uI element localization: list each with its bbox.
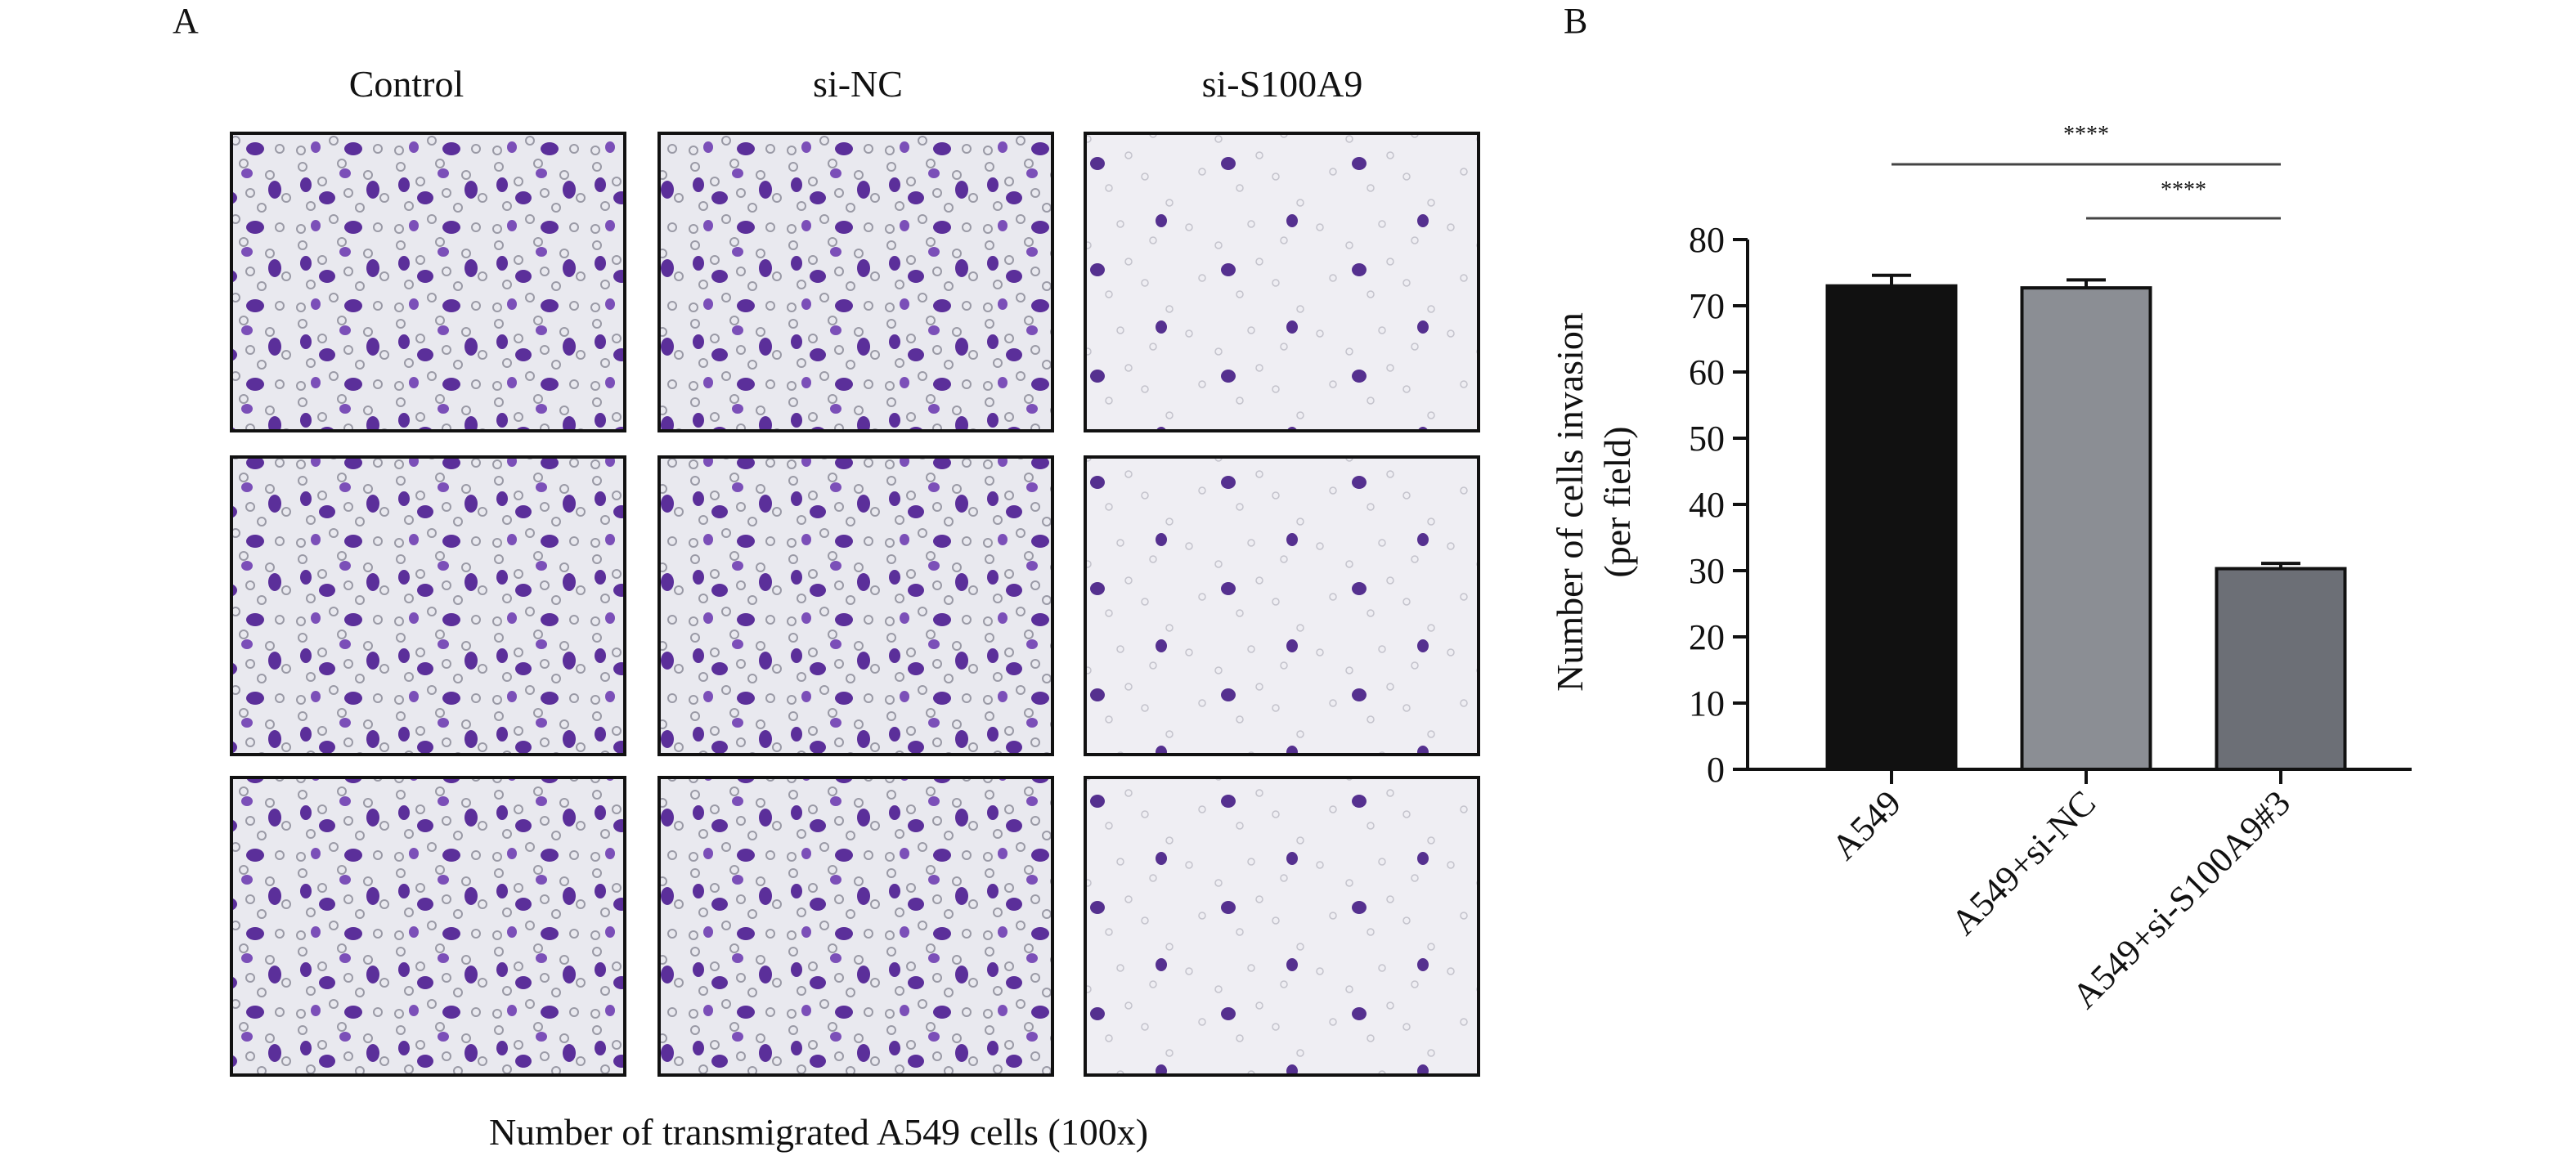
y-tick-label: 10 (1689, 683, 1725, 724)
y-tick-label: 40 (1689, 485, 1725, 525)
column-header: Control (349, 63, 464, 105)
y-tick-label: 20 (1689, 617, 1725, 657)
column-header: si-S100A9 (1202, 63, 1363, 105)
error-bar (2067, 278, 2106, 289)
error-bar (2261, 562, 2300, 569)
panel-label: A (173, 1, 199, 41)
error-bar (1872, 273, 1911, 286)
micrograph (1084, 132, 1480, 432)
y-axis-label-line: Number of cells invasion (1549, 312, 1591, 692)
micrograph (657, 776, 1054, 1077)
y-tick-label: 0 (1707, 750, 1725, 790)
x-tick-label: A549+si-NC (1943, 782, 2103, 943)
y-tick-label: 60 (1689, 352, 1725, 392)
y-axis-label-line: (per field) (1596, 426, 1638, 577)
micrograph-grid (230, 132, 1480, 1077)
micrograph (230, 455, 626, 756)
significance-label: **** (2063, 122, 2109, 147)
micrograph (657, 132, 1054, 432)
significance-label: **** (2161, 177, 2206, 203)
bar (2020, 286, 2152, 771)
micrograph (230, 776, 626, 1077)
y-tick-label: 50 (1689, 419, 1725, 459)
y-tick-label: 80 (1689, 220, 1725, 260)
x-tick-label: A549+si-S100A9#3 (2065, 782, 2299, 1016)
x-tick-label: A549 (1824, 782, 1909, 867)
column-header: si-NC (813, 63, 903, 105)
micrograph (230, 132, 626, 432)
micrograph (1084, 776, 1480, 1077)
bar (2215, 567, 2347, 771)
y-axis-label: Number of cells invasion (per field) (1549, 312, 1638, 692)
caption: Number of transmigrated A549 cells (100x… (489, 1111, 1148, 1153)
y-tick-label: 70 (1689, 286, 1725, 326)
micrograph (657, 455, 1054, 756)
panel-label: B (1564, 1, 1587, 41)
micrograph (1084, 455, 1480, 756)
y-tick-label: 30 (1689, 551, 1725, 591)
bar (1825, 284, 1958, 771)
